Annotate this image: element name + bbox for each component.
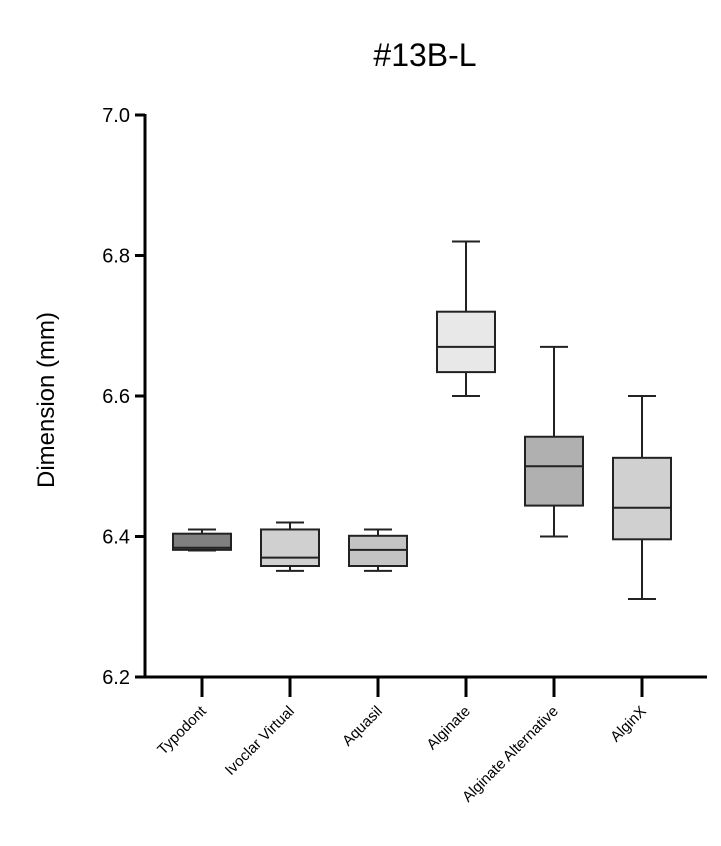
box-iqr: [524, 435, 584, 507]
box-alginate: [436, 240, 496, 397]
box-ivoclar-virtual: [260, 521, 320, 572]
x-tick-label: Ivoclar Virtual: [222, 703, 298, 779]
box-alginx: [612, 395, 672, 601]
y-tick-label: 7.0: [102, 105, 130, 127]
box-aquasil: [348, 528, 408, 572]
y-tick-label: 6.4: [102, 527, 130, 549]
chart-title: #13B-L: [373, 37, 476, 73]
box-iqr: [172, 532, 232, 551]
x-tick-label: Typodont: [154, 702, 210, 758]
x-tick-label: Alginate: [423, 703, 473, 753]
x-tick-label: Aquasil: [339, 703, 386, 750]
box-typodont: [172, 528, 232, 552]
x-tick-label: AlginX: [607, 703, 650, 746]
y-tick-label: 6.6: [102, 386, 130, 408]
box-alginate-alternative: [524, 345, 584, 538]
y-tick-label: 6.2: [102, 667, 130, 689]
box-iqr: [436, 310, 496, 374]
box-iqr: [260, 528, 320, 568]
y-axis-label: Dimension (mm): [33, 312, 60, 488]
box-iqr: [612, 456, 672, 541]
box-iqr: [348, 534, 408, 568]
y-tick-label: 6.8: [102, 246, 130, 268]
x-tick-label: Alginate Alternative: [459, 703, 562, 806]
